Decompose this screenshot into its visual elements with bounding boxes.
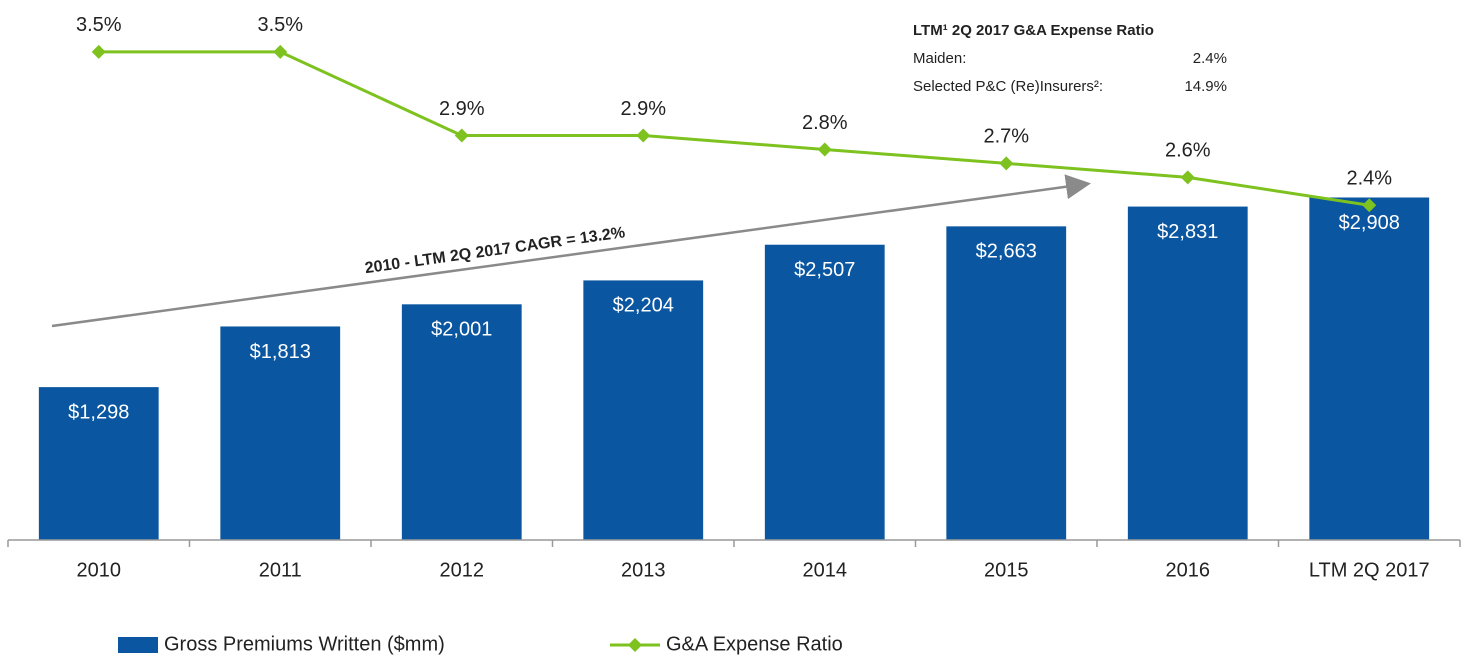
cagr-label: 2010 - LTM 2Q 2017 CAGR = 13.2%: [364, 224, 626, 277]
legend-label: G&A Expense Ratio: [666, 633, 843, 655]
bar: [1309, 197, 1430, 540]
bar: [401, 304, 522, 540]
bar: [38, 387, 159, 540]
box-row-label: Selected P&C (Re)Insurers²:: [913, 78, 1103, 95]
x-tick-label: 2016: [1166, 559, 1211, 581]
line-label: 3.5%: [76, 14, 122, 36]
bar-label: $1,298: [68, 401, 129, 423]
bar-label: $2,663: [976, 241, 1037, 263]
legend-swatch: [628, 638, 642, 652]
x-tick-label: 2010: [77, 559, 122, 581]
x-tick-label: 2013: [621, 559, 666, 581]
bar-label: $2,831: [1157, 221, 1218, 243]
line-label: 2.6%: [1165, 140, 1211, 162]
bar: [1127, 206, 1248, 540]
line: [98, 50, 1370, 207]
line-marker: [91, 44, 106, 59]
line-marker: [999, 156, 1014, 171]
line-label: 2.9%: [620, 98, 666, 120]
line-label: 2.7%: [983, 126, 1029, 148]
line-marker: [1362, 198, 1377, 213]
bar: [946, 226, 1067, 540]
legend-swatch: [118, 637, 158, 653]
line-marker: [1180, 170, 1195, 185]
x-tick-label: 2015: [984, 559, 1029, 581]
line-marker: [817, 142, 832, 157]
line-label: 3.5%: [257, 14, 303, 36]
line-marker: [454, 128, 469, 143]
x-tick-label: 2012: [440, 559, 485, 581]
box-row-label: Maiden:: [913, 50, 966, 67]
x-tick-label: 2014: [803, 559, 848, 581]
x-tick-label: LTM 2Q 2017: [1309, 559, 1430, 581]
line-label: 2.4%: [1346, 168, 1392, 190]
line-label: 2.9%: [439, 98, 485, 120]
bar-label: $2,507: [794, 259, 855, 281]
box-title: LTM¹ 2Q 2017 G&A Expense Ratio: [913, 22, 1154, 39]
box-row-value: 14.9%: [1184, 78, 1227, 95]
bar-label: $2,908: [1339, 212, 1400, 234]
line-marker: [636, 128, 651, 143]
line-marker: [273, 44, 288, 59]
line-label: 2.8%: [802, 112, 848, 134]
x-tick-label: 2011: [259, 559, 302, 581]
cagr-arrow: [51, 174, 1091, 328]
bar-label: $2,204: [613, 295, 674, 317]
bar: [220, 326, 341, 540]
legend-label: Gross Premiums Written ($mm): [164, 633, 445, 655]
bar-label: $1,813: [250, 341, 311, 363]
box-row-value: 2.4%: [1193, 50, 1227, 67]
bar: [583, 280, 704, 540]
bar: [764, 244, 885, 540]
bar-label: $2,001: [431, 319, 492, 341]
